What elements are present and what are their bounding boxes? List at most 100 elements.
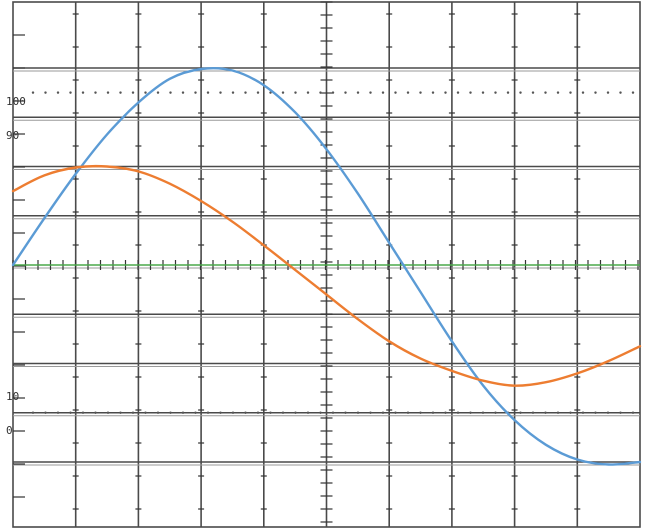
reference-dot xyxy=(206,91,210,94)
reference-dot xyxy=(444,411,447,414)
reference-dot xyxy=(281,91,285,94)
reference-dot xyxy=(581,91,585,94)
reference-dot xyxy=(344,411,347,414)
reference-dot xyxy=(244,91,247,94)
reference-dot xyxy=(444,91,447,94)
reference-dot xyxy=(231,91,235,94)
reference-dot xyxy=(506,91,510,94)
reference-dot xyxy=(481,91,485,94)
reference-dot xyxy=(181,91,185,94)
reference-dot xyxy=(181,411,185,414)
reference-dot xyxy=(69,411,72,414)
reference-dot xyxy=(606,91,610,94)
series-line-1 xyxy=(11,66,642,466)
reference-dot xyxy=(56,411,60,414)
reference-dot xyxy=(294,411,297,414)
dotted-reference-lines xyxy=(31,91,635,414)
series-line-2 xyxy=(11,164,642,387)
reference-dot xyxy=(81,91,85,94)
reference-dot xyxy=(594,91,597,94)
grid xyxy=(13,2,640,527)
reference-dot xyxy=(369,411,372,414)
tick-label-10: 10 xyxy=(6,390,19,403)
tick-label-100: 100 xyxy=(6,95,26,108)
reference-dot xyxy=(306,91,310,94)
reference-dot xyxy=(44,91,47,94)
reference-dot xyxy=(344,91,347,94)
reference-dot xyxy=(469,91,472,94)
reference-dot xyxy=(94,411,97,414)
series-group xyxy=(11,66,642,466)
reference-dot xyxy=(569,411,572,414)
reference-dot xyxy=(481,411,485,414)
reference-dot xyxy=(56,91,60,94)
reference-dot xyxy=(69,91,72,94)
reference-dot xyxy=(394,91,397,94)
reference-dot xyxy=(419,91,422,94)
reference-dot xyxy=(106,411,110,414)
reference-dot xyxy=(519,91,522,94)
reference-dot xyxy=(81,411,85,414)
reference-dot xyxy=(356,411,360,414)
reference-dot xyxy=(369,91,372,94)
reference-dot xyxy=(431,411,435,414)
reference-dot xyxy=(219,411,222,414)
reference-dot xyxy=(131,91,135,94)
tick-labels: 100 90 10 0 xyxy=(6,95,26,437)
reference-dot xyxy=(469,411,472,414)
reference-dot xyxy=(544,411,547,414)
reference-dot xyxy=(269,411,272,414)
reference-dot xyxy=(169,411,172,414)
reference-dot xyxy=(544,91,547,94)
reference-dot xyxy=(31,91,35,94)
reference-dot xyxy=(356,91,360,94)
reference-dot xyxy=(281,411,285,414)
reference-dot xyxy=(244,411,247,414)
reference-dot xyxy=(119,91,122,94)
reference-dot xyxy=(406,411,410,414)
reference-dot xyxy=(569,91,572,94)
tick-label-0: 0 xyxy=(6,424,13,437)
reference-dot xyxy=(156,411,160,414)
reference-dot xyxy=(494,411,497,414)
reference-dot xyxy=(406,91,410,94)
reference-dot xyxy=(531,91,535,94)
reference-dot xyxy=(331,91,335,94)
reference-dot xyxy=(431,91,435,94)
reference-dot xyxy=(631,91,635,94)
reference-dot xyxy=(219,91,222,94)
reference-dot xyxy=(556,411,560,414)
tick-label-90: 90 xyxy=(6,129,19,142)
reference-dot xyxy=(206,411,210,414)
reference-dot xyxy=(294,91,297,94)
reference-dot xyxy=(169,91,172,94)
reference-dot xyxy=(256,91,260,94)
reference-dot xyxy=(44,411,47,414)
reference-dot xyxy=(256,411,260,414)
reference-dot xyxy=(194,91,197,94)
reference-dot xyxy=(144,411,147,414)
reference-dot xyxy=(319,91,322,94)
reference-dot xyxy=(156,91,160,94)
reference-dot xyxy=(94,91,97,94)
reference-dot xyxy=(106,91,110,94)
reference-dot xyxy=(606,411,610,414)
reference-dot xyxy=(144,91,147,94)
reference-dot xyxy=(306,411,310,414)
reference-dot xyxy=(381,91,385,94)
reference-dot xyxy=(556,91,560,94)
reference-dot xyxy=(194,411,197,414)
reference-dot xyxy=(419,411,422,414)
reference-dot xyxy=(269,91,272,94)
reference-dot xyxy=(31,411,35,414)
reference-dot xyxy=(319,411,322,414)
reference-dot xyxy=(456,91,460,94)
reference-dot xyxy=(619,411,622,414)
reference-dot xyxy=(394,411,397,414)
reference-dot xyxy=(456,411,460,414)
reference-dot xyxy=(119,411,122,414)
reference-dot xyxy=(519,411,522,414)
reference-dot xyxy=(594,411,597,414)
reference-dot xyxy=(381,411,385,414)
